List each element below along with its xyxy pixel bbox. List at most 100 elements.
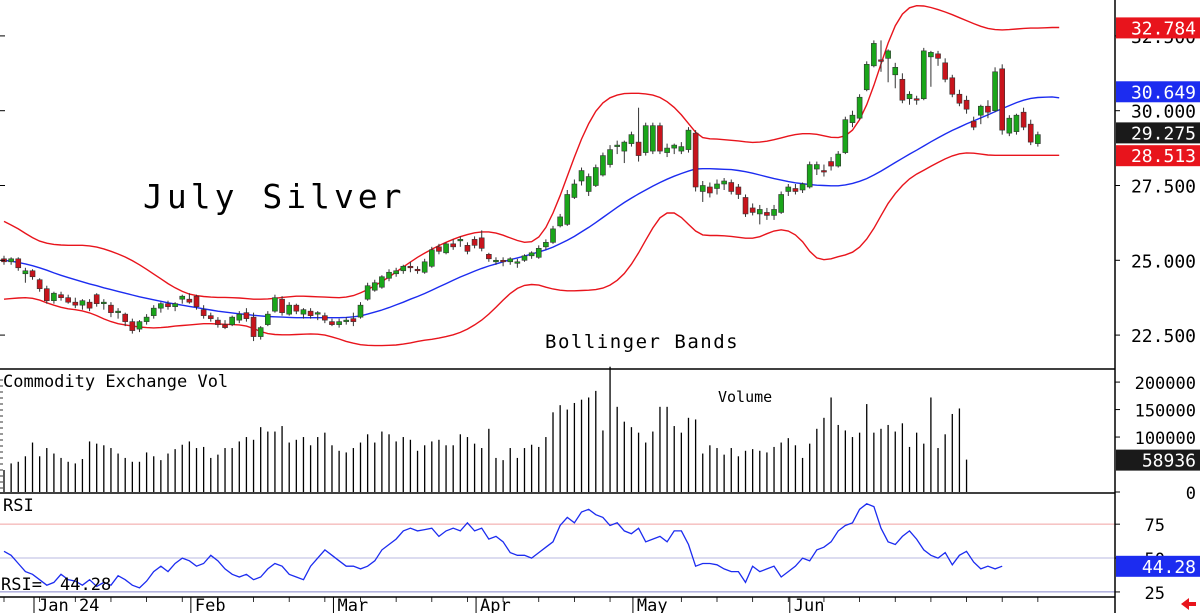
candle-body <box>892 67 899 76</box>
candle-body <box>272 297 278 312</box>
price-badge: 28.513 <box>1116 145 1200 167</box>
candle-body <box>129 321 136 331</box>
candle <box>920 47 927 101</box>
candle <box>136 320 143 333</box>
candle-body <box>920 50 927 100</box>
candle-body <box>913 98 920 101</box>
candle-body <box>607 149 613 165</box>
candle-body <box>849 114 856 123</box>
candle <box>486 252 492 262</box>
candle <box>863 61 870 92</box>
candle-body <box>721 180 727 185</box>
price-badge-bg <box>1116 17 1200 39</box>
price-badge-text: 32.784 <box>1131 18 1196 39</box>
candle <box>699 181 706 202</box>
candle-body <box>357 304 364 318</box>
candle-body <box>243 312 250 319</box>
candle <box>978 104 984 125</box>
candle-body <box>592 167 599 186</box>
left-arrow-icon[interactable] <box>1181 598 1196 610</box>
candle <box>386 269 392 282</box>
candle-body <box>379 276 385 288</box>
rsi-tick-label: 25 <box>1145 584 1165 604</box>
candle <box>785 184 792 196</box>
candle <box>101 299 107 310</box>
candle-body <box>43 288 50 301</box>
candle <box>935 50 941 66</box>
candle-body <box>250 316 257 337</box>
candle <box>564 189 571 226</box>
candle-body <box>742 197 749 215</box>
candle-body <box>664 147 670 153</box>
candle-body <box>72 301 79 306</box>
candle <box>457 236 464 247</box>
candle-body <box>122 313 129 322</box>
candle-body <box>93 294 100 304</box>
candle-body <box>51 292 57 301</box>
candle <box>600 152 606 177</box>
candle <box>999 64 1006 135</box>
candle <box>172 302 178 312</box>
price-badge: 30.649 <box>1116 81 1200 103</box>
candle-body <box>985 105 991 113</box>
candle <box>806 161 813 189</box>
candle <box>849 110 856 128</box>
price-line-lower-band <box>3 152 1060 347</box>
candle <box>36 278 43 292</box>
price-line-upper-band <box>3 4 1060 300</box>
candle-body <box>799 183 806 191</box>
candle-body <box>614 144 620 147</box>
candle-body <box>414 268 421 272</box>
candle <box>707 182 713 198</box>
candle-body <box>635 141 642 156</box>
candle-body <box>436 246 442 252</box>
candle-body <box>486 254 492 260</box>
rsi-badge: 44.28 <box>1116 555 1200 578</box>
candle <box>985 100 991 119</box>
volume-badge: 58936 <box>1116 449 1200 472</box>
volume-panel <box>3 366 968 492</box>
candle <box>635 107 642 162</box>
rsi-panel-title: RSI <box>3 496 34 516</box>
candle-body <box>578 170 585 182</box>
candle <box>215 317 221 328</box>
price-badge-bg <box>1116 122 1200 144</box>
candle <box>179 294 186 304</box>
candle <box>51 291 57 304</box>
candle-body <box>1006 117 1013 134</box>
candle-body <box>778 194 784 213</box>
candle <box>229 315 235 327</box>
candle-body <box>322 315 328 321</box>
candle-body <box>450 243 456 248</box>
candle <box>222 320 228 330</box>
price-tick-label: 30.000 <box>1131 102 1196 123</box>
candle <box>58 291 64 301</box>
candle <box>650 122 656 155</box>
month-label: Mar <box>337 596 368 613</box>
candle <box>764 207 770 220</box>
candle <box>678 142 685 155</box>
price-tick-label: 25.000 <box>1131 251 1196 272</box>
candle-body <box>650 125 656 152</box>
candle <box>1027 119 1034 146</box>
candle-body <box>8 258 14 263</box>
candle <box>614 140 620 155</box>
candle <box>992 67 998 113</box>
candle-body <box>550 228 556 243</box>
candle <box>543 239 549 250</box>
candle <box>165 300 171 310</box>
candle-body <box>207 315 214 319</box>
candle <box>956 89 963 107</box>
candle-body <box>949 77 956 95</box>
candle <box>685 127 692 153</box>
candle <box>29 269 36 280</box>
candle <box>193 294 200 310</box>
candle <box>8 257 14 265</box>
rsi-panel <box>3 503 1003 589</box>
candle-body <box>364 285 371 300</box>
candle-body <box>856 96 863 119</box>
candle-body <box>842 119 849 153</box>
candle-body <box>678 146 685 152</box>
